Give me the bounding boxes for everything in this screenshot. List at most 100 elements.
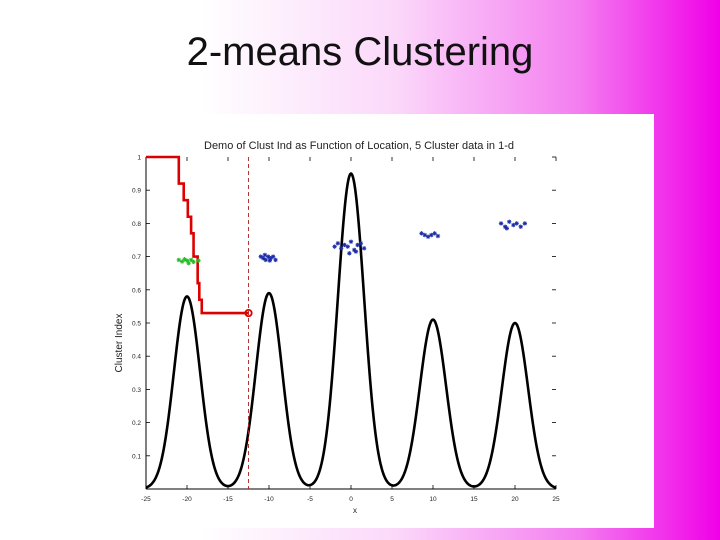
y-tick-label: 0.6: [132, 287, 141, 294]
cluster-point-stroke: [271, 254, 276, 259]
x-tick-label: 10: [429, 496, 437, 503]
cluster-point: [267, 258, 273, 263]
cluster-point: [511, 222, 516, 228]
cluster-point: [435, 233, 441, 239]
cluster-point-stroke: [499, 221, 503, 226]
cluster-point-stroke: [429, 233, 434, 237]
x-tick-label: 20: [511, 496, 519, 503]
cluster-point-stroke: [511, 223, 516, 227]
y-tick-label: 0.1: [132, 453, 141, 460]
cluster-point: [270, 254, 276, 259]
y-tick-label: 0.3: [132, 387, 141, 394]
y-tick-label: 0.2: [132, 420, 141, 427]
cluster-point-stroke: [191, 259, 196, 264]
cluster-point: [262, 252, 268, 258]
cluster-point: [353, 249, 359, 254]
y-axis-label: Cluster Index: [114, 314, 125, 373]
split-marker: [244, 308, 253, 318]
cluster-point-stroke: [262, 253, 267, 257]
cluster-point: [186, 261, 191, 266]
cluster-point-stroke: [362, 246, 367, 251]
cluster-point-stroke: [358, 241, 363, 246]
y-tick-label: 0.7: [132, 254, 141, 261]
cluster-point: [196, 258, 201, 263]
cluster-point-stroke: [335, 241, 340, 246]
cluster-point-stroke: [504, 226, 509, 231]
figure-frame: Demo of Clust Ind as Function of Locatio…: [66, 114, 654, 528]
cluster-point: [273, 257, 278, 263]
cluster-point: [425, 234, 431, 239]
cluster-point: [335, 241, 341, 246]
cluster-point: [361, 246, 367, 251]
cluster-point-stroke: [266, 254, 271, 259]
cluster-point-stroke: [507, 219, 512, 224]
cluster-point: [338, 246, 344, 251]
cluster-point-stroke: [182, 257, 187, 262]
cluster-point-stroke: [176, 258, 181, 262]
cluster-point: [265, 254, 271, 259]
x-tick-label: 0: [349, 496, 353, 503]
cluster-point-stroke: [355, 243, 360, 247]
cluster-point: [429, 232, 434, 238]
cluster-point-stroke: [436, 234, 440, 238]
x-tick-label: -20: [182, 496, 192, 503]
y-tick-label: 0.5: [132, 321, 141, 328]
cluster-point: [191, 259, 196, 265]
cluster-point: [176, 257, 181, 263]
x-axis-label: x: [353, 506, 357, 515]
cluster-point-stroke: [503, 224, 508, 229]
cluster-point: [422, 232, 427, 238]
cluster-point: [432, 231, 437, 236]
cluster-point: [504, 226, 509, 231]
cluster-point: [498, 221, 504, 226]
cluster-point: [342, 242, 347, 248]
x-tick-label: -15: [223, 496, 233, 503]
y-tick-label: 0.9: [132, 188, 141, 195]
x-tick-label: -10: [264, 496, 274, 503]
chart-title: Demo of Clust Ind as Function of Locatio…: [204, 140, 514, 152]
cluster-point: [514, 221, 519, 226]
cluster-point-stroke: [352, 248, 357, 252]
cluster-point: [348, 239, 354, 244]
cluster-point-stroke: [196, 258, 201, 263]
cluster-point-stroke: [261, 256, 266, 261]
cluster-point-stroke: [342, 243, 347, 247]
cluster-point-stroke: [186, 261, 191, 266]
cluster-point-stroke: [522, 221, 527, 226]
cluster-point-stroke: [273, 258, 278, 262]
cluster-point-stroke: [339, 246, 344, 251]
cluster-point: [419, 231, 424, 236]
cluster-point-stroke: [349, 239, 353, 244]
cluster-point-stroke: [422, 233, 427, 237]
cluster-point: [263, 257, 268, 263]
y-tick-label: 0.8: [132, 221, 141, 228]
x-tick-label: -25: [141, 496, 151, 503]
cluster-point: [522, 221, 528, 226]
x-tick-label: -5: [307, 496, 313, 503]
cluster-point: [261, 256, 266, 261]
cluster-point-stroke: [426, 234, 430, 239]
y-tick-label: 1: [137, 155, 141, 162]
cluster-point: [347, 251, 352, 256]
slide-title: 2-means Clustering: [186, 30, 534, 74]
cluster-point-stroke: [518, 224, 523, 229]
cluster-index-chart: Demo of Clust Ind as Function of Locatio…: [114, 140, 560, 515]
cluster-point: [258, 254, 263, 259]
cluster-point-stroke: [185, 258, 189, 263]
cluster-point-stroke: [189, 258, 194, 262]
cluster-point-stroke: [332, 244, 337, 249]
cluster-point: [345, 244, 350, 249]
cluster-point-stroke: [263, 258, 268, 262]
cluster-point-stroke: [432, 231, 437, 236]
y-tick-label: 0.4: [132, 354, 141, 361]
x-tick-label: 15: [470, 496, 478, 503]
cluster-point-stroke: [345, 244, 350, 249]
cluster-point-stroke: [514, 221, 519, 226]
x-tick-label: 5: [390, 496, 394, 503]
cluster-point-stroke: [354, 249, 358, 254]
cluster-point-stroke: [347, 251, 352, 256]
cluster-point: [358, 241, 364, 246]
density-curve: [145, 172, 557, 489]
cluster-point: [355, 242, 360, 248]
cluster-point: [518, 224, 523, 229]
